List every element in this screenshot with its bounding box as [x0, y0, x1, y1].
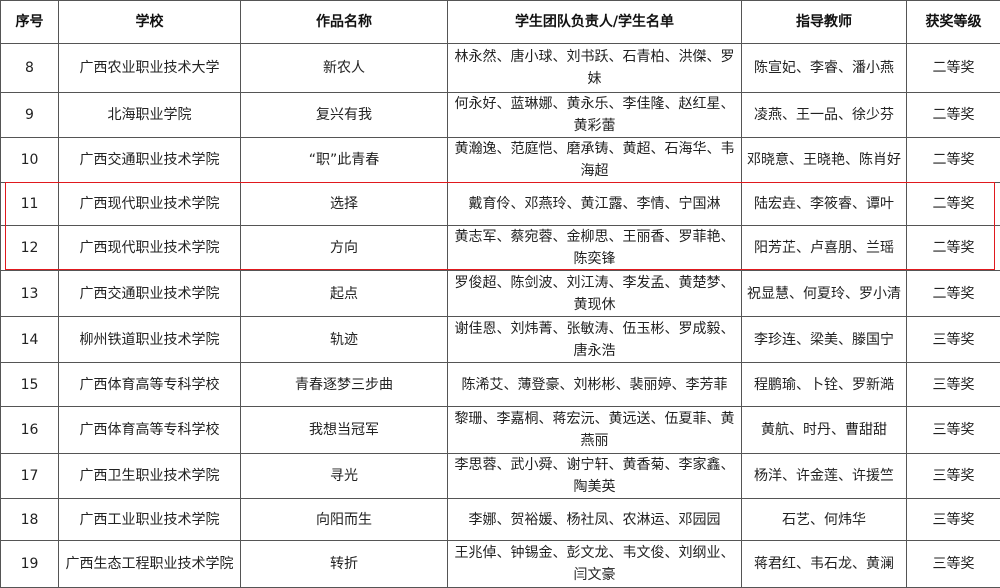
cell-work: 复兴有我 — [241, 93, 448, 138]
header-no: 序号 — [1, 1, 59, 44]
cell-no: 16 — [1, 407, 59, 454]
cell-award: 二等奖 — [907, 183, 1000, 226]
header-school: 学校 — [59, 1, 241, 44]
header-award: 获奖等级 — [907, 1, 1000, 44]
cell-school: 广西交通职业技术学院 — [59, 271, 241, 317]
cell-teachers: 凌燕、王一品、徐少芬 — [742, 93, 907, 138]
cell-teachers: 李珍连、梁美、滕国宁 — [742, 317, 907, 363]
cell-award: 三等奖 — [907, 541, 1000, 588]
cell-work: 新农人 — [241, 44, 448, 93]
cell-students: 林永然、唐小球、刘书跃、石青柏、洪傑、罗妹 — [448, 44, 742, 93]
cell-no: 13 — [1, 271, 59, 317]
cell-students: 戴育伶、邓燕玲、黄江露、李情、宁国淋 — [448, 183, 742, 226]
header-row: 序号 学校 作品名称 学生团队负责人/学生名单 指导教师 获奖等级 — [1, 1, 1000, 44]
cell-school: 广西体育高等专科学校 — [59, 363, 241, 407]
cell-no: 14 — [1, 317, 59, 363]
cell-teachers: 蒋君红、韦石龙、黄澜 — [742, 541, 907, 588]
cell-award: 二等奖 — [907, 138, 1000, 183]
cell-work: 寻光 — [241, 454, 448, 499]
cell-work: 起点 — [241, 271, 448, 317]
cell-award: 三等奖 — [907, 363, 1000, 407]
cell-no: 11 — [1, 183, 59, 226]
cell-award: 三等奖 — [907, 499, 1000, 541]
cell-work: 转折 — [241, 541, 448, 588]
cell-teachers: 黄航、时丹、曹甜甜 — [742, 407, 907, 454]
cell-students: 黄瀚逸、范庭恺、磨承铸、黄超、石海华、韦海超 — [448, 138, 742, 183]
cell-school: 广西交通职业技术学院 — [59, 138, 241, 183]
cell-school: 广西农业职业技术大学 — [59, 44, 241, 93]
cell-teachers: 陈宣妃、李睿、潘小燕 — [742, 44, 907, 93]
cell-award: 三等奖 — [907, 317, 1000, 363]
cell-students: 何永好、蓝琳娜、黄永乐、李佳隆、赵红星、黄彩蕾 — [448, 93, 742, 138]
cell-students: 陈浠艾、薄登豪、刘彬彬、裴丽婷、李芳菲 — [448, 363, 742, 407]
cell-no: 12 — [1, 226, 59, 271]
cell-award: 二等奖 — [907, 93, 1000, 138]
cell-work: 向阳而生 — [241, 499, 448, 541]
cell-teachers: 陆宏垚、李筱睿、谭叶 — [742, 183, 907, 226]
cell-work: 方向 — [241, 226, 448, 271]
cell-teachers: 石艺、何炜华 — [742, 499, 907, 541]
cell-teachers: 阳芳芷、卢喜朋、兰瑶 — [742, 226, 907, 271]
cell-students: 李思蓉、武小舜、谢宁轩、黄香菊、李家鑫、陶美英 — [448, 454, 742, 499]
cell-award: 二等奖 — [907, 44, 1000, 93]
header-work: 作品名称 — [241, 1, 448, 44]
cell-teachers: 邓晓意、王晓艳、陈肖好 — [742, 138, 907, 183]
cell-award: 二等奖 — [907, 271, 1000, 317]
cell-teachers: 程鹏瑜、卜铨、罗新澔 — [742, 363, 907, 407]
cell-no: 10 — [1, 138, 59, 183]
cell-no: 19 — [1, 541, 59, 588]
cell-no: 8 — [1, 44, 59, 93]
cell-work: “职”此青春 — [241, 138, 448, 183]
cell-award: 三等奖 — [907, 454, 1000, 499]
cell-no: 15 — [1, 363, 59, 407]
header-teachers: 指导教师 — [742, 1, 907, 44]
cell-school: 广西现代职业技术学院 — [59, 226, 241, 271]
header-students: 学生团队负责人/学生名单 — [448, 1, 742, 44]
cell-award: 三等奖 — [907, 407, 1000, 454]
cell-award: 二等奖 — [907, 226, 1000, 271]
cell-students: 黄志军、蔡宛蓉、金柳思、王丽香、罗菲艳、陈奕锋 — [448, 226, 742, 271]
cell-school: 广西卫生职业技术学院 — [59, 454, 241, 499]
cell-no: 9 — [1, 93, 59, 138]
cell-no: 18 — [1, 499, 59, 541]
cell-work: 选择 — [241, 183, 448, 226]
cell-no: 17 — [1, 454, 59, 499]
cell-work: 青春逐梦三步曲 — [241, 363, 448, 407]
cell-teachers: 杨洋、许金莲、许援竺 — [742, 454, 907, 499]
cell-school: 广西现代职业技术学院 — [59, 183, 241, 226]
cell-work: 轨迹 — [241, 317, 448, 363]
cell-students: 罗俊超、陈剑波、刘江涛、李发孟、黄楚梦、黄现休 — [448, 271, 742, 317]
cell-students: 李娜、贺裕媛、杨社凤、农淋运、邓园园 — [448, 499, 742, 541]
cell-school: 北海职业学院 — [59, 93, 241, 138]
cell-school: 广西体育高等专科学校 — [59, 407, 241, 454]
cell-students: 谢佳恩、刘炜菁、张敏涛、伍玉彬、罗成毅、唐永浩 — [448, 317, 742, 363]
cell-school: 广西生态工程职业技术学院 — [59, 541, 241, 588]
cell-students: 黎珊、李嘉桐、蒋宏沅、黄远送、伍夏菲、黄燕丽 — [448, 407, 742, 454]
cell-school: 柳州铁道职业技术学院 — [59, 317, 241, 363]
cell-students: 王兆倬、钟锡金、彭文龙、韦文俊、刘纲业、闫文豪 — [448, 541, 742, 588]
cell-school: 广西工业职业技术学院 — [59, 499, 241, 541]
cell-teachers: 祝显慧、何夏玲、罗小清 — [742, 271, 907, 317]
cell-work: 我想当冠军 — [241, 407, 448, 454]
